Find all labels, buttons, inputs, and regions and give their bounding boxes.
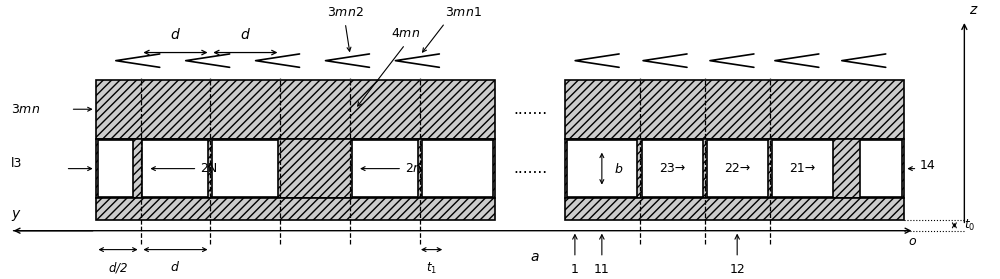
Bar (565, 198, 904, 220)
Text: $y$: $y$ (11, 208, 21, 223)
Bar (860, 140, 902, 197)
Text: 4$mn$: 4$mn$ (391, 27, 420, 40)
Text: 3$mn$2: 3$mn$2 (327, 6, 364, 19)
Text: 23→: 23→ (659, 162, 685, 175)
Text: 14: 14 (919, 159, 935, 172)
Bar (567, 140, 637, 197)
Text: $t_0$: $t_0$ (964, 218, 976, 233)
Text: $d$/2: $d$/2 (108, 260, 128, 275)
Text: 22→: 22→ (724, 162, 750, 175)
Text: $b$: $b$ (614, 162, 623, 175)
Text: $d$: $d$ (240, 27, 251, 42)
Bar (98, 140, 133, 197)
Bar (772, 140, 833, 197)
Bar (352, 140, 418, 197)
Bar (96, 139, 495, 198)
Bar (707, 140, 768, 197)
Text: 21→: 21→ (789, 162, 815, 175)
Bar (422, 140, 493, 197)
Text: 11: 11 (594, 263, 610, 276)
Text: $o$: $o$ (908, 235, 918, 248)
Text: $d$: $d$ (170, 260, 180, 275)
Bar (212, 140, 278, 197)
Text: .......: ....... (513, 102, 547, 117)
Text: 1: 1 (571, 263, 579, 276)
Text: 2$n$: 2$n$ (405, 162, 422, 175)
Text: l3: l3 (11, 157, 22, 170)
Text: 12: 12 (729, 263, 745, 276)
Text: $a$: $a$ (530, 250, 540, 264)
Text: .......: ....... (513, 161, 547, 176)
Text: $d$: $d$ (170, 27, 181, 42)
Bar (142, 140, 208, 197)
Text: $t_1$: $t_1$ (426, 260, 437, 275)
Text: 3$mn$: 3$mn$ (11, 103, 40, 116)
Text: 3$mn$1: 3$mn$1 (445, 6, 482, 19)
Bar (565, 80, 904, 139)
Text: 2N: 2N (200, 162, 218, 175)
Bar (96, 198, 495, 220)
Bar (565, 139, 904, 198)
Bar (642, 140, 703, 197)
Bar (96, 80, 495, 139)
Text: $z$: $z$ (969, 3, 979, 18)
